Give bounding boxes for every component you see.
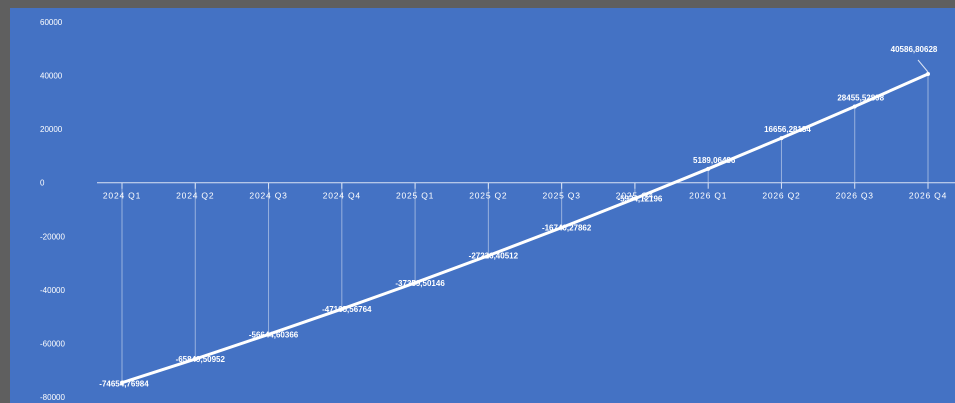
data-point [413, 280, 418, 285]
data-label: -47165,56764 [322, 305, 372, 314]
x-tick-label: 2025 Q3 [543, 191, 581, 201]
data-label: -65849,50952 [176, 355, 226, 364]
y-tick-label: -20000 [40, 232, 65, 241]
x-tick-label: 2024 Q4 [323, 191, 361, 201]
label-leader-line [917, 59, 929, 73]
data-point [926, 71, 930, 76]
y-tick-label: 60000 [40, 18, 63, 27]
data-label: -56644,60366 [249, 330, 299, 339]
x-tick-label: 2025 Q2 [469, 191, 507, 201]
data-label: 28455,52898 [837, 93, 884, 102]
y-tick-label: -80000 [40, 393, 65, 402]
drop-lines [121, 73, 929, 383]
series-line [120, 72, 930, 385]
data-point [266, 332, 271, 337]
y-tick-label: -40000 [40, 286, 65, 295]
x-tick-label: 2025 Q4 [616, 191, 654, 201]
x-tick-label: 2025 Q1 [396, 191, 434, 201]
plot-area [10, 8, 955, 403]
x-axis-ticks: 2024 Q1 2024 Q2 2024 Q3 2024 Q4 2025 Q1 2025 … [103, 182, 947, 201]
data-point [193, 357, 198, 362]
data-label: 40586,80628 [891, 45, 938, 54]
x-tick-label: 2024 Q2 [176, 191, 214, 201]
data-label: -16740,27862 [542, 224, 592, 233]
x-tick-label: 2026 Q3 [836, 191, 874, 201]
data-point [852, 104, 857, 109]
data-label: -27226,40512 [469, 252, 519, 261]
x-tick-label: 2026 Q4 [909, 191, 947, 201]
y-tick-label: 0 [40, 179, 45, 188]
data-point [120, 380, 124, 385]
data-label: 5189,06486 [693, 156, 736, 165]
data-label: -37359,50146 [395, 279, 445, 288]
x-tick-label: 2026 Q1 [689, 191, 727, 201]
x-tick-label: 2024 Q1 [103, 191, 141, 201]
data-points [120, 71, 930, 385]
data-labels: -74654,76984 -65849,50952 -56644,60366 -471… [99, 45, 938, 389]
data-label: 16656,28184 [764, 125, 811, 134]
y-axis-ticks: 60000 40000 20000 0 -20000 -40000 -60000 -80000 [40, 18, 65, 402]
data-label: -5934,12196 [617, 195, 662, 204]
data-point [779, 136, 784, 141]
data-point [706, 166, 711, 171]
data-point [339, 307, 344, 312]
x-tick-label: 2026 Q2 [762, 191, 800, 201]
y-tick-label: 20000 [40, 125, 63, 134]
y-tick-label: 40000 [40, 72, 63, 81]
x-tick-label: 2024 Q3 [249, 191, 287, 201]
y-tick-label: -60000 [40, 339, 65, 348]
data-point [559, 225, 564, 230]
data-point [632, 196, 637, 201]
data-label: -74654,76984 [99, 380, 149, 389]
data-point [486, 253, 491, 258]
